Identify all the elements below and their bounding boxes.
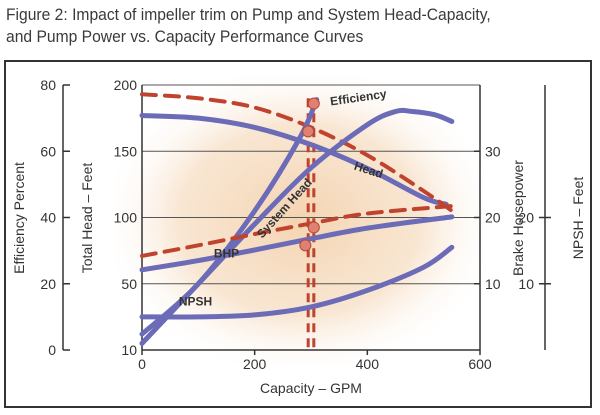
x-tick-label: 0 <box>138 356 146 372</box>
x-tick-label: 200 <box>243 356 267 372</box>
npsh-tick-label: 20 <box>518 210 534 226</box>
operating-point-marker <box>299 239 312 252</box>
head-tick-label: 200 <box>114 77 138 93</box>
head-tick-label: 150 <box>114 143 138 159</box>
figure-title-line-2: and Pump Power vs. Capacity Performance … <box>6 27 364 46</box>
plot-background-glow <box>115 75 485 365</box>
head-tick-label: 10 <box>121 342 137 358</box>
power-tick-label: 20 <box>485 210 501 226</box>
efficiency-tick-label: 60 <box>40 143 56 159</box>
power-axis-title: Brake Horsepower <box>510 160 526 276</box>
efficiency-tick-label: 80 <box>40 77 56 93</box>
head-tick-label: 100 <box>114 210 138 226</box>
operating-point-marker <box>302 125 315 138</box>
npsh-axis-title: NPSH – Feet <box>570 177 586 260</box>
series-head <box>139 112 449 207</box>
x-tick-label: 400 <box>356 356 380 372</box>
x-tick-label: 600 <box>468 356 492 372</box>
chart-frame <box>4 60 592 408</box>
power-tick-label: 10 <box>485 276 501 292</box>
operating-point-marker <box>307 97 320 110</box>
operating-point-marker <box>307 221 320 234</box>
x-axis-title: Capacity – GPM <box>260 380 362 396</box>
figure-title-line-1: Figure 2: Impact of impeller trim on Pum… <box>6 5 491 24</box>
figure-title: Figure 2: Impact of impeller trim on Pum… <box>6 4 549 48</box>
curve-label-npsh: NPSH <box>179 295 212 309</box>
efficiency-tick-label: 20 <box>40 276 56 292</box>
head-tick-label: 50 <box>121 276 137 292</box>
efficiency-axis-title: Efficiency Percent <box>11 162 27 274</box>
efficiency-tick-label: 40 <box>40 210 56 226</box>
series-npsh <box>139 244 455 320</box>
power-tick-label: 30 <box>485 143 501 159</box>
curve-label-bhp: BHP <box>214 246 239 260</box>
series-bhp-trimmed-impeller <box>140 203 460 258</box>
npsh-tick-label: 10 <box>518 276 534 292</box>
series-bhp <box>139 214 455 273</box>
head-axis-title: Total Head – Feet <box>79 163 95 274</box>
efficiency-tick-label: 0 <box>48 342 56 358</box>
